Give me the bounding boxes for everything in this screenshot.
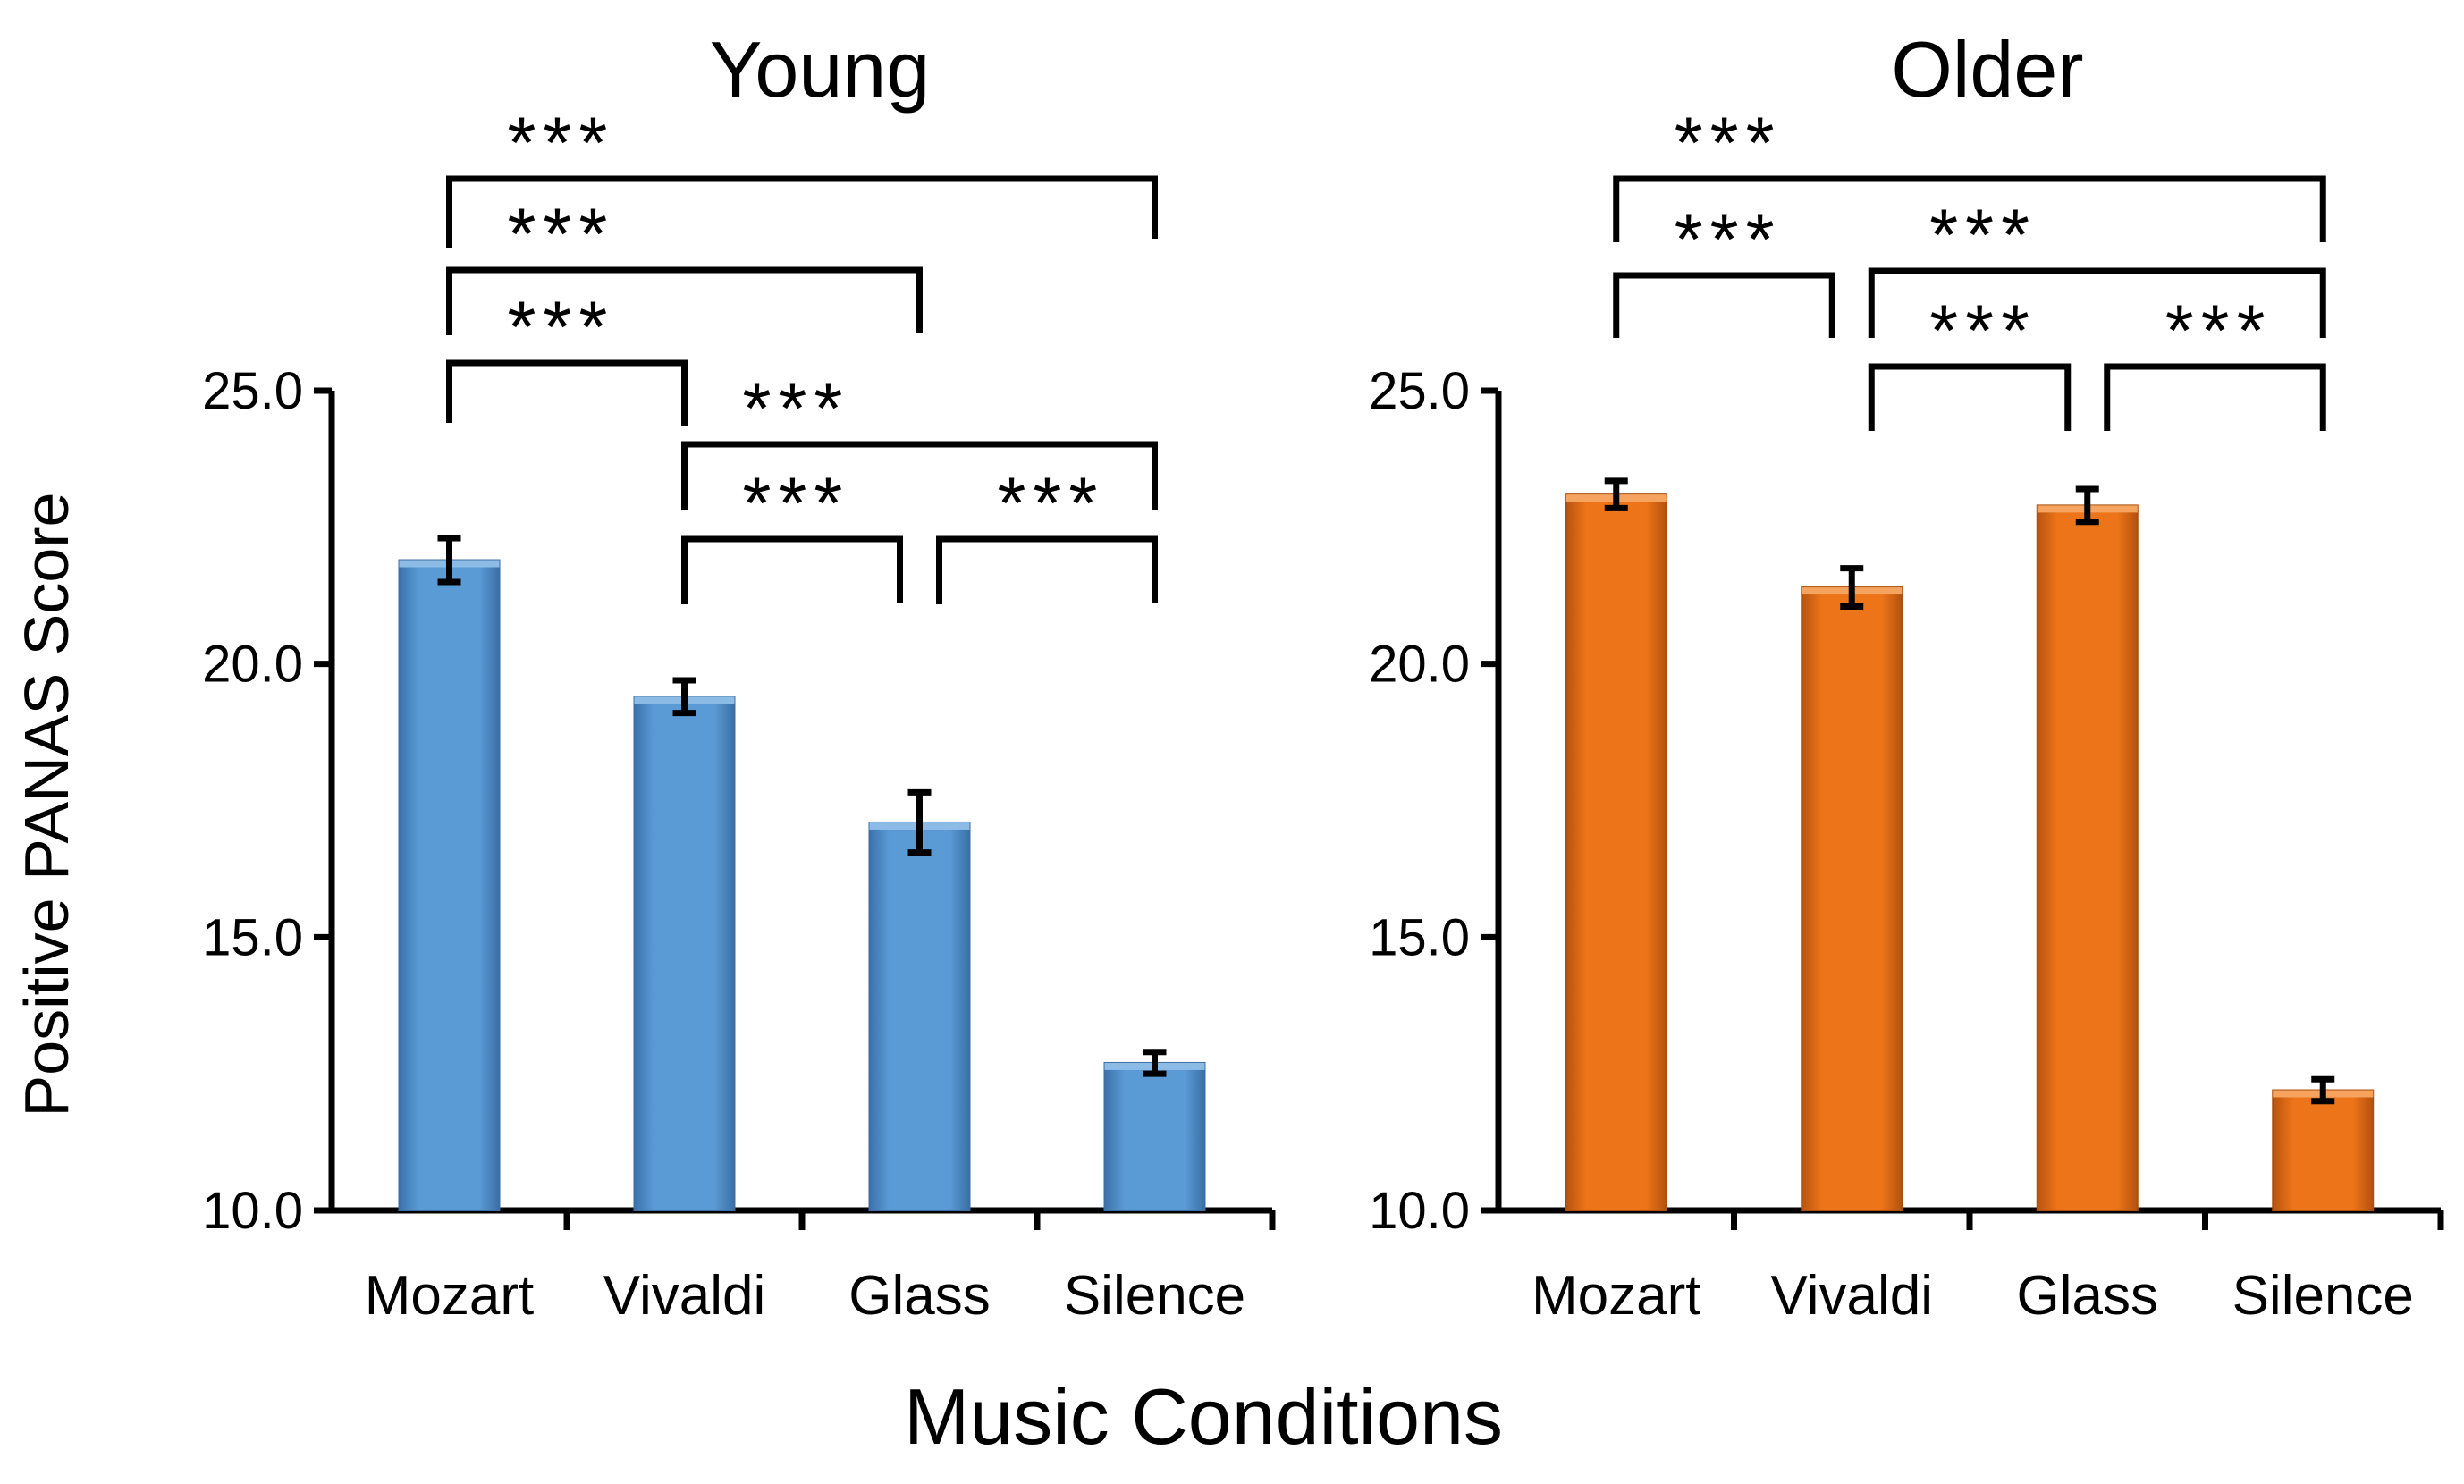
bar-silence [2272,1089,2375,1212]
panel-older: Older 10.0 15.0 20.0 25.0 Mozart Vivaldi Glass S… [1369,25,2444,1327]
significance-bracket [1868,363,2072,431]
y-tick-label: 20.0 [202,636,303,694]
bar-silence [1103,1061,1206,1211]
category-label: Glass [848,1265,990,1327]
significance-stars: *** [508,287,615,368]
significance-bracket [446,175,1158,248]
category-label: Mozart [1532,1265,1700,1327]
y-axis-label: Positive PANAS Score [12,493,81,1117]
significance-stars: *** [1675,199,1782,281]
y-tick-label: 20.0 [1369,636,1470,694]
significance-stars: *** [1929,195,2037,276]
significance-stars: *** [998,463,1105,544]
y-tick-label: 15.0 [1369,908,1470,966]
significance-bracket [1613,272,1835,338]
bar-glass [2036,504,2139,1211]
panel-title: Young [710,25,930,114]
significance-stars: *** [2165,291,2273,372]
bar-mozart [398,559,501,1211]
y-tick-label: 15.0 [202,908,303,966]
significance-stars: *** [743,463,850,544]
significance-bracket [446,266,923,335]
panel-young: Young 10.0 15.0 20.0 25.0 Mozart Vivaldi Glass S… [202,25,1276,1327]
y-tick-label: 10.0 [202,1182,303,1240]
category-label: Glass [2017,1265,2158,1327]
significance-stars: *** [1929,291,2037,372]
category-label: Mozart [365,1265,534,1327]
bar-vivaldi [1801,586,1903,1211]
significance-bracket [936,535,1158,604]
y-tick-label: 25.0 [1369,362,1470,420]
category-label: Silence [1064,1265,1245,1327]
y-tick-label: 25.0 [202,362,303,420]
significance-bracket [681,441,1158,510]
x-axis-label: Music Conditions [904,1372,1503,1461]
category-label: Vivaldi [603,1265,766,1327]
significance-stars: *** [508,103,615,184]
significance-stars: *** [508,194,615,275]
significance-stars: *** [1675,103,1782,184]
significance-stars: *** [743,368,850,450]
significance-bracket [1868,267,2326,338]
category-label: Vivaldi [1770,1265,1933,1327]
bar-glass [868,821,971,1211]
bar-mozart [1565,493,1667,1211]
panel-title: Older [1891,25,2083,114]
category-label: Silence [2232,1265,2414,1327]
significance-bracket [446,359,688,426]
y-tick-label: 10.0 [1369,1182,1470,1240]
significance-bracket [681,535,903,604]
significance-bracket [1613,175,2326,242]
significance-bracket [2104,363,2326,431]
bar-vivaldi [633,696,736,1211]
